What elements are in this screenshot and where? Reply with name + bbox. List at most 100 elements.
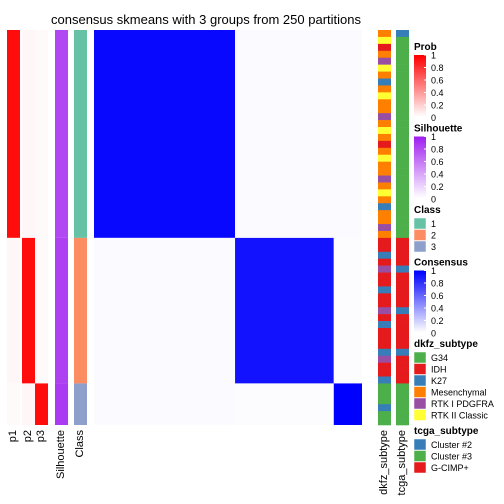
legend-tick-prob: 0: [431, 113, 436, 123]
tcga-subtype-cell: [396, 64, 409, 72]
dkfz-subtype-cell: [378, 120, 391, 128]
dkfz-subtype-cell: [378, 210, 391, 218]
legend-title-silhouette: Silhouette: [414, 124, 463, 135]
legend-gradient-prob: [414, 92, 426, 95]
legend-gradient-prob: [414, 61, 426, 64]
legend-gradient-silhouette: [414, 172, 426, 175]
tcga-subtype-cell: [396, 154, 409, 162]
legend-gradient-silhouette: [414, 166, 426, 169]
legend-gradient-silhouette: [414, 142, 426, 145]
class-cell-class-2: [74, 237, 87, 384]
dkfz-subtype-cell: [378, 327, 391, 336]
legend-gradient-consensus: [414, 286, 426, 289]
column-label-p2: p2: [22, 430, 34, 442]
dkfz-subtype-cell: [378, 369, 391, 377]
legend-gradient-consensus: [414, 317, 426, 320]
legend-gradient-consensus: [414, 278, 426, 281]
legend-gradient-silhouette: [414, 153, 426, 156]
dkfz-subtype-cell: [378, 154, 391, 162]
dkfz-subtype-cell: [378, 133, 391, 142]
p2-cell-class-3: [22, 383, 35, 425]
legend-gradient-prob: [414, 105, 426, 107]
legend-gradient-prob: [414, 69, 426, 72]
dkfz-subtype-cell: [378, 140, 391, 149]
dkfz-subtype-cell: [378, 307, 391, 315]
legend-gradient-silhouette: [414, 169, 426, 172]
dkfz-subtype-cell: [378, 411, 391, 419]
dkfz-subtype-cell: [378, 182, 391, 190]
class-cell-class-1: [74, 30, 87, 238]
dkfz-subtype-cell: [378, 224, 391, 232]
dkfz-subtype-cell: [378, 99, 391, 107]
p1-cell-class-3: [7, 383, 20, 425]
legend-gradient-consensus: [414, 322, 426, 325]
legend-gradient-prob: [414, 114, 426, 117]
legend-gradient-prob: [414, 70, 426, 73]
legend-gradient-prob: [414, 109, 426, 112]
tcga-subtype-cell: [396, 272, 409, 280]
legend-gradient-prob: [414, 86, 426, 89]
tcga-subtype-cell: [396, 161, 409, 169]
legend-swatch-class: [413, 240, 427, 253]
legend-swatch-dkfz-subtype: [413, 409, 427, 421]
legend-gradient-prob: [414, 95, 426, 98]
legend-gradient-consensus: [414, 328, 426, 331]
dkfz-subtype-cell: [378, 272, 391, 280]
legend-swatch-class: [413, 229, 427, 241]
legend-tick-consensus: 1: [431, 266, 436, 276]
tcga-subtype-cell: [396, 189, 409, 197]
legend-item-class: 2: [431, 231, 436, 241]
legend-gradient-silhouette: [414, 195, 426, 198]
legend-item-class: 1: [431, 219, 436, 229]
legend-gradient-prob: [414, 100, 426, 103]
dkfz-subtype-cell: [378, 355, 391, 363]
legend-title-dkfz-subtype: dkfz_subtype: [414, 339, 478, 350]
dkfz-subtype-cell: [378, 168, 391, 176]
legend-gradient-silhouette: [414, 189, 426, 192]
plot-area: p1 p2 p3 Silhouette Class dkfz_subtype tcga_su…: [7, 30, 409, 495]
tcga-subtype-cell: [396, 321, 409, 329]
legend-gradient-silhouette: [414, 167, 426, 170]
legend-gradient-consensus: [414, 309, 426, 312]
legend-gradient-silhouette: [414, 144, 426, 147]
legend-gradient-consensus: [414, 281, 426, 284]
tcga-subtype-cell: [396, 71, 409, 79]
legend-swatch-dkfz-subtype: [413, 397, 427, 410]
dkfz-subtype-cell: [378, 92, 391, 100]
legend-item-dkfz-subtype: G34: [431, 353, 448, 363]
column-label-p3: p3: [35, 430, 47, 442]
legend-gradient-prob: [414, 81, 426, 84]
tcga-subtype-cell: [396, 78, 409, 86]
legend-gradient-prob: [414, 76, 426, 79]
legend-gradient-prob: [414, 75, 426, 78]
dkfz-subtype-cell: [378, 300, 391, 308]
tcga-subtype-cell: [396, 376, 409, 384]
dkfz-subtype-cell: [378, 217, 391, 225]
legend-gradient-silhouette: [414, 158, 426, 161]
legend-gradient-silhouette: [414, 192, 426, 195]
dkfz-subtype-cell: [378, 106, 391, 114]
legend-gradient-prob: [414, 106, 426, 109]
dkfz-subtype-cell: [378, 85, 391, 93]
legend-gradient-consensus: [414, 284, 426, 287]
dkfz-subtype-cell: [378, 71, 391, 79]
dkfz-subtype-cell: [378, 265, 391, 273]
tcga-subtype-cell: [396, 418, 409, 426]
legend-gradient-prob: [414, 62, 426, 65]
legend-gradient-silhouette: [414, 156, 426, 159]
legend-gradient-prob: [414, 108, 426, 111]
legend-gradient-silhouette: [414, 194, 426, 197]
legend-swatch-tcga-subtype: [413, 461, 427, 474]
tcga-subtype-cell: [396, 300, 409, 308]
legend-swatch-tcga-subtype: [413, 450, 427, 462]
legend-item-class: 3: [431, 242, 436, 252]
legend-gradient-silhouette: [414, 184, 426, 187]
dkfz-subtype-cell: [378, 314, 391, 322]
legend-tick-prob: 0.2: [431, 101, 444, 111]
tcga-subtype-cell: [396, 307, 409, 315]
legend-gradient-consensus: [414, 314, 426, 317]
dkfz-subtype-cell: [378, 321, 391, 329]
legend-tick-silhouette: 0.6: [431, 157, 444, 167]
legend-gradient-silhouette: [414, 186, 426, 189]
tcga-subtype-cell: [396, 265, 409, 273]
